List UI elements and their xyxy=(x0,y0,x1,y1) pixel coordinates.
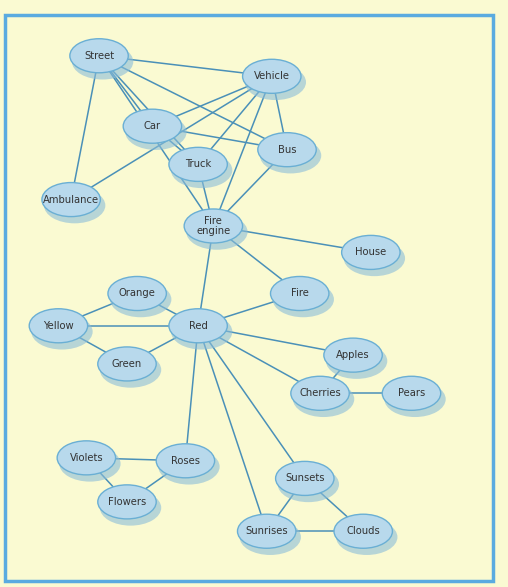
Ellipse shape xyxy=(260,138,321,173)
Ellipse shape xyxy=(341,235,400,269)
Ellipse shape xyxy=(59,446,120,481)
Ellipse shape xyxy=(186,214,247,249)
Ellipse shape xyxy=(70,39,128,73)
Ellipse shape xyxy=(243,59,301,93)
Ellipse shape xyxy=(273,282,334,317)
Text: Clouds: Clouds xyxy=(346,526,380,537)
Ellipse shape xyxy=(158,449,219,484)
Ellipse shape xyxy=(42,183,101,217)
Ellipse shape xyxy=(100,490,161,525)
Ellipse shape xyxy=(171,153,232,188)
Ellipse shape xyxy=(123,109,182,143)
Text: House: House xyxy=(355,247,387,258)
Ellipse shape xyxy=(237,514,296,548)
Ellipse shape xyxy=(171,314,232,349)
Text: Sunrises: Sunrises xyxy=(245,526,288,537)
Ellipse shape xyxy=(29,309,87,343)
Text: Red: Red xyxy=(188,321,208,331)
Ellipse shape xyxy=(276,461,334,495)
Text: Ambulance: Ambulance xyxy=(43,194,99,205)
Text: Yellow: Yellow xyxy=(43,321,74,331)
Text: Fire: Fire xyxy=(291,288,309,299)
Text: Apples: Apples xyxy=(336,350,370,360)
Ellipse shape xyxy=(169,147,228,181)
Ellipse shape xyxy=(385,382,446,417)
Ellipse shape xyxy=(98,485,156,519)
Ellipse shape xyxy=(156,444,214,478)
Text: Bus: Bus xyxy=(278,144,296,155)
Ellipse shape xyxy=(110,282,171,317)
Ellipse shape xyxy=(258,133,316,167)
Ellipse shape xyxy=(240,519,301,555)
Ellipse shape xyxy=(169,309,228,343)
Text: Fire
engine: Fire engine xyxy=(196,215,231,237)
Ellipse shape xyxy=(125,114,186,150)
Text: Roses: Roses xyxy=(171,456,200,466)
Text: Green: Green xyxy=(112,359,142,369)
Text: Street: Street xyxy=(84,50,114,61)
Ellipse shape xyxy=(278,467,339,502)
Ellipse shape xyxy=(334,514,392,548)
Text: Flowers: Flowers xyxy=(108,497,146,507)
Ellipse shape xyxy=(72,44,133,79)
Ellipse shape xyxy=(108,276,167,311)
Ellipse shape xyxy=(31,314,92,349)
Ellipse shape xyxy=(293,382,354,417)
Ellipse shape xyxy=(326,343,387,379)
Ellipse shape xyxy=(245,65,306,100)
Ellipse shape xyxy=(270,276,329,311)
Text: Pears: Pears xyxy=(398,388,425,399)
Ellipse shape xyxy=(382,376,440,410)
Text: Cherries: Cherries xyxy=(299,388,341,399)
Ellipse shape xyxy=(57,441,115,475)
Ellipse shape xyxy=(98,347,156,381)
Text: Violets: Violets xyxy=(70,453,103,463)
Ellipse shape xyxy=(324,338,382,372)
Ellipse shape xyxy=(336,519,397,555)
Ellipse shape xyxy=(344,241,405,276)
Ellipse shape xyxy=(184,209,243,243)
Ellipse shape xyxy=(44,188,105,223)
Text: Truck: Truck xyxy=(185,159,211,170)
Text: Sunsets: Sunsets xyxy=(285,473,325,484)
Text: Vehicle: Vehicle xyxy=(254,71,290,82)
Text: Car: Car xyxy=(144,121,161,131)
Ellipse shape xyxy=(291,376,350,410)
Ellipse shape xyxy=(100,352,161,387)
Text: Orange: Orange xyxy=(119,288,155,299)
